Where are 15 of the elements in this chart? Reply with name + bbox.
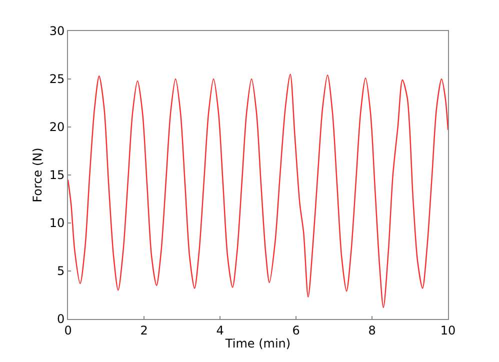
x-axis-title: Time (min) <box>224 336 291 350</box>
x-tick-label: 10 <box>440 323 456 338</box>
y-tick-label: 15 <box>49 168 65 182</box>
x-tick-label: 6 <box>292 323 300 338</box>
x-tick-label: 4 <box>216 323 224 338</box>
y-tick-label: 25 <box>49 72 65 86</box>
y-tick-label: 20 <box>49 120 65 134</box>
y-axis-title: Force (N) <box>30 148 45 202</box>
x-tick-label: 8 <box>368 323 376 338</box>
y-tick-label: 0 <box>56 312 65 326</box>
line-series <box>68 74 448 308</box>
y-tick-label: 30 <box>49 24 65 38</box>
x-tick-label: 2 <box>140 323 148 338</box>
y-tick-label: 10 <box>49 216 65 230</box>
y-tick-label: 5 <box>56 264 65 278</box>
